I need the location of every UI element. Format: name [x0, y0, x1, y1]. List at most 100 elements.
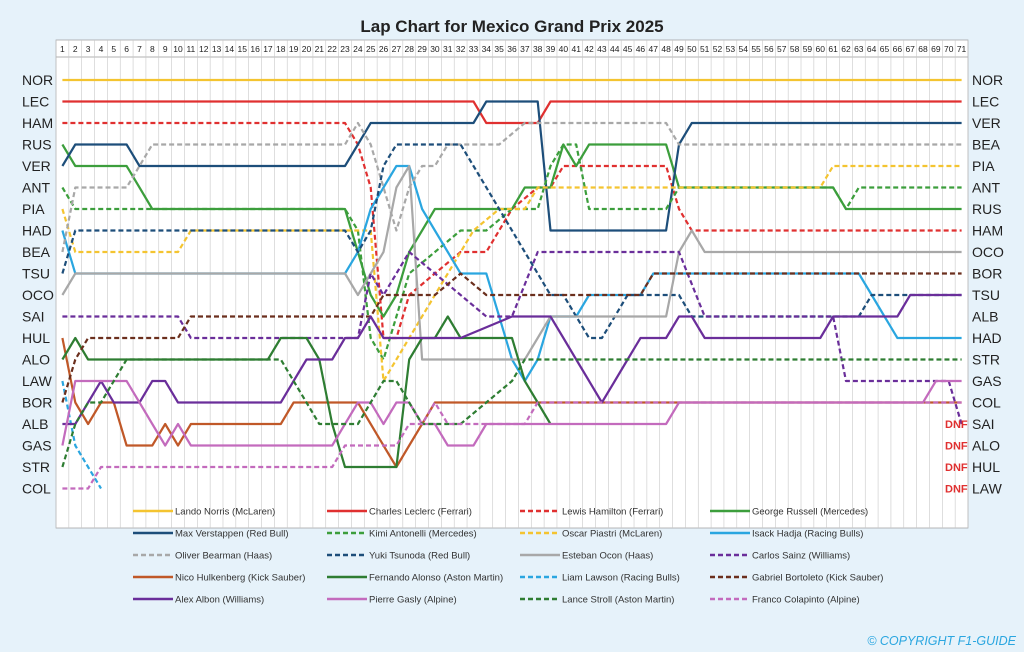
lap-number-label: 54 [738, 44, 748, 54]
lap-number-label: 26 [379, 44, 389, 54]
lap-number-label: 41 [571, 44, 581, 54]
start-position-label: OCO [22, 287, 54, 303]
lap-number-label: 1 [60, 44, 65, 54]
lap-number-label: 42 [584, 44, 594, 54]
dnf-marker: DNF [945, 484, 968, 496]
finish-position-label: COL [972, 395, 1001, 411]
legend-entry-tsu: Yuki Tsunoda (Red Bull) [369, 551, 470, 562]
finish-position-label: ANT [972, 180, 1000, 196]
lap-number-label: 7 [137, 44, 142, 54]
legend-entry-gas: Pierre Gasly (Alpine) [369, 595, 457, 606]
finish-position-label: STR [972, 352, 1000, 368]
series-line-gas [61, 379, 962, 447]
lap-number-label: 19 [289, 44, 299, 54]
lap-number-label: 55 [751, 44, 761, 54]
lap-number-label: 13 [212, 44, 222, 54]
start-position-label: LEC [22, 94, 49, 110]
lap-number-label: 69 [931, 44, 941, 54]
legend-entry-lec: Charles Leclerc (Ferrari) [369, 507, 472, 518]
lap-number-label: 35 [494, 44, 504, 54]
lap-number-label: 59 [803, 44, 813, 54]
lap-number-label: 40 [559, 44, 569, 54]
lap-number-label: 30 [430, 44, 440, 54]
lap-number-label: 47 [649, 44, 659, 54]
chart-background [55, 39, 969, 529]
start-position-label: PIA [22, 201, 45, 217]
copyright-text: © COPYRIGHT F1-GUIDE [867, 634, 1016, 648]
lap-number-label: 65 [880, 44, 890, 54]
lap-number-label: 71 [957, 44, 967, 54]
lap-number-label: 62 [841, 44, 851, 54]
lap-number-label: 53 [726, 44, 736, 54]
dnf-marker: DNF [945, 462, 968, 474]
lap-number-label: 66 [893, 44, 903, 54]
lap-number-label: 31 [443, 44, 453, 54]
series-line-alo [61, 315, 552, 469]
finish-position-label: BEA [972, 137, 1001, 153]
series-line-str [61, 358, 962, 468]
start-position-label: COL [22, 481, 51, 497]
finish-position-label: HAD [972, 330, 1002, 346]
lap-number-label: 63 [854, 44, 864, 54]
lap-number-label: 23 [340, 44, 350, 54]
lap-number-label: 56 [764, 44, 774, 54]
series-line-ham [62, 121, 962, 340]
lap-number-label: 32 [456, 44, 466, 54]
lap-number-label: 36 [507, 44, 517, 54]
lap-number-label: 64 [867, 44, 877, 54]
dnf-marker: DNF [945, 419, 968, 431]
finish-position-label: RUS [972, 201, 1002, 217]
start-position-label: RUS [22, 137, 52, 153]
legend-entry-hul: Nico Hulkenberg (Kick Sauber) [175, 573, 305, 584]
lap-number-label: 60 [816, 44, 826, 54]
legend-entry-bea: Oliver Bearman (Haas) [175, 551, 272, 562]
lap-number-label: 18 [276, 44, 286, 54]
series-line-sai [62, 250, 963, 425]
legend-entry-col: Franco Colapinto (Alpine) [752, 595, 860, 606]
legend-entry-nor: Lando Norris (McLaren) [175, 507, 275, 518]
lap-number-label: 29 [417, 44, 427, 54]
lap-number-label: 10 [173, 44, 183, 54]
lap-number-label: 48 [661, 44, 671, 54]
finish-position-label: PIA [972, 158, 995, 174]
series-line-ver [61, 100, 962, 232]
finish-position-label: SAI [972, 416, 995, 432]
series-line-pia [61, 164, 962, 383]
lap-number-label: 57 [777, 44, 787, 54]
lap-number-label: 20 [302, 44, 312, 54]
series-line-tsu [61, 143, 962, 340]
legend-entry-alb: Alex Albon (Williams) [175, 595, 264, 606]
lap-number-label: 2 [73, 44, 78, 54]
lap-number-label: 58 [790, 44, 800, 54]
lap-number-label: 5 [111, 44, 116, 54]
lap-number-label: 33 [469, 44, 479, 54]
finish-position-label: TSU [972, 287, 1000, 303]
legend-entry-ham: Lewis Hamilton (Ferrari) [562, 507, 663, 518]
legend-entry-had: Isack Hadja (Racing Bulls) [752, 529, 863, 540]
lap-number-label: 28 [405, 44, 415, 54]
lap-number-label: 27 [392, 44, 402, 54]
finish-position-label: OCO [972, 244, 1004, 260]
legend-entry-ver: Max Verstappen (Red Bull) [175, 529, 289, 540]
lap-number-label: 51 [700, 44, 710, 54]
lap-number-label: 50 [687, 44, 697, 54]
series-line-lec [62, 100, 962, 125]
legend-entry-law: Liam Lawson (Racing Bulls) [562, 573, 680, 584]
legend-entry-str: Lance Stroll (Aston Martin) [562, 595, 674, 606]
legend-entry-sai: Carlos Sainz (Williams) [752, 551, 850, 562]
start-position-label: STR [22, 459, 50, 475]
lap-number-label: 16 [250, 44, 260, 54]
lap-number-label: 37 [520, 44, 530, 54]
lap-number-label: 11 [186, 44, 195, 54]
lap-number-label: 44 [610, 44, 620, 54]
legend-entry-alo: Fernando Alonso (Aston Martin) [369, 573, 503, 584]
lap-number-label: 70 [944, 44, 954, 54]
start-position-label: NOR [22, 72, 53, 88]
lap-number-label: 45 [623, 44, 633, 54]
start-position-label: LAW [22, 373, 53, 389]
chart-title: Lap Chart for Mexico Grand Prix 2025 [360, 17, 664, 36]
finish-position-label: VER [972, 115, 1001, 131]
lap-number-label: 14 [225, 44, 235, 54]
